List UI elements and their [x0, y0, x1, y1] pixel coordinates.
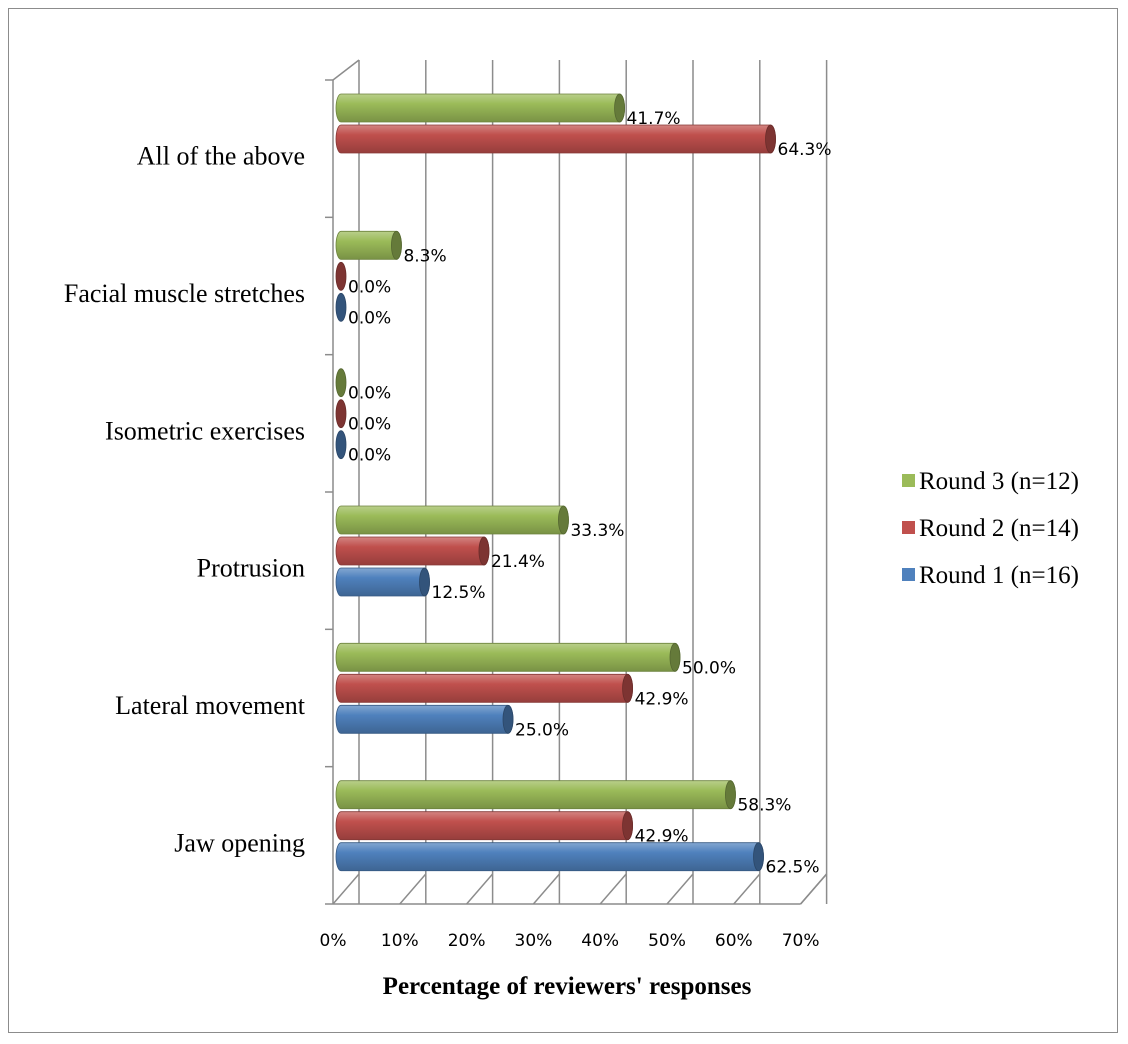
bar-cap — [622, 811, 633, 841]
data-label: 58.3% — [737, 796, 791, 816]
bar-cap — [335, 368, 347, 398]
legend-item: Round 3 (n=12) — [902, 468, 1079, 495]
data-label: 0.0% — [348, 384, 391, 404]
floor-gridline — [399, 873, 427, 905]
floor-gridline — [599, 873, 627, 905]
bar-cap — [335, 399, 347, 429]
bar: 33.3% — [335, 505, 624, 541]
data-label: 0.0% — [348, 277, 391, 297]
legend-label: Round 1 (n=16) — [919, 562, 1079, 589]
bar-cap — [558, 505, 569, 535]
bar: 0.0% — [335, 261, 391, 297]
x-tick-label: 0% — [320, 931, 347, 951]
x-tick-label: 10% — [381, 931, 419, 951]
bar: 25.0% — [335, 704, 569, 740]
data-label: 0.0% — [348, 308, 391, 328]
legend-swatch — [902, 568, 915, 581]
bar: 64.3% — [335, 124, 832, 160]
bar-cap — [725, 780, 736, 810]
bar-cap — [765, 124, 776, 154]
bar-body — [335, 93, 625, 123]
x-tick-label: 40% — [581, 931, 619, 951]
category-label: Lateral movement — [115, 691, 306, 720]
bar-body — [335, 642, 681, 672]
bar: 50.0% — [335, 642, 736, 678]
category-label: Protrusion — [197, 554, 305, 583]
bar-body — [335, 842, 764, 872]
floor-gridline — [666, 873, 694, 905]
bar-body — [335, 567, 430, 597]
bar-cap — [753, 842, 764, 872]
bar: 0.0% — [335, 399, 391, 435]
category-label: All of the above — [137, 142, 305, 171]
data-label: 41.7% — [627, 109, 681, 129]
bar-cap — [335, 430, 347, 460]
legend-item: Round 1 (n=16) — [902, 562, 1079, 589]
legend-swatch — [902, 521, 915, 534]
bar: 8.3% — [335, 230, 447, 266]
bar-cap — [622, 673, 633, 703]
bar-cap — [614, 93, 625, 123]
data-label: 33.3% — [570, 521, 624, 541]
bar-cap — [335, 261, 347, 291]
legend-label: Round 3 (n=12) — [919, 468, 1079, 495]
gridlines — [325, 59, 828, 905]
x-tick-label: 20% — [448, 931, 486, 951]
x-tick-label: 50% — [648, 931, 686, 951]
x-tick-label: 70% — [782, 931, 820, 951]
bar-cap — [478, 536, 490, 566]
bar: 0.0% — [335, 430, 391, 466]
bar: 21.4% — [335, 536, 545, 572]
bar: 42.9% — [335, 673, 689, 709]
x-axis-title: Percentage of reviewers' responses — [383, 973, 752, 1000]
bar: 58.3% — [335, 780, 791, 816]
bar-body — [335, 811, 633, 841]
x-tick-label: 30% — [515, 931, 553, 951]
legend: Round 3 (n=12) Round 2 (n=14) Round 1 (n=1… — [902, 468, 1079, 589]
x-axis-depth-line — [800, 873, 828, 905]
bar-cap — [419, 567, 430, 597]
data-label: 25.0% — [515, 720, 569, 740]
bar-body — [335, 124, 776, 154]
x-tick-label: 60% — [715, 931, 753, 951]
bar-body — [335, 673, 633, 703]
data-label: 8.3% — [403, 246, 446, 266]
bar: 41.7% — [335, 93, 681, 129]
data-label: 12.5% — [432, 583, 486, 603]
bars: 41.7% 64.3% 8.3% 0.0% 0.0% 0.0% 0.0% 0.0% 33.3% 2… — [335, 93, 832, 878]
y-axis-depth-line — [332, 59, 360, 81]
bar-cap — [669, 642, 681, 672]
bar-body — [335, 704, 514, 734]
floor-gridline — [332, 873, 360, 905]
category-label: Facial muscle stretches — [64, 279, 305, 308]
data-label: 64.3% — [778, 140, 832, 160]
bar-cap — [391, 230, 402, 260]
category-label: Isometric exercises — [105, 416, 305, 445]
data-label: 42.9% — [635, 827, 689, 847]
legend-swatch — [902, 474, 915, 487]
category-label: Jaw opening — [174, 828, 305, 857]
bar-cap — [335, 292, 347, 322]
floor-gridline — [466, 873, 494, 905]
bar-body — [335, 780, 736, 810]
bar-body — [335, 505, 569, 535]
data-label: 42.9% — [635, 689, 689, 709]
bar: 0.0% — [335, 368, 391, 404]
floor-gridline — [532, 873, 560, 905]
data-label: 0.0% — [348, 446, 391, 466]
data-label: 50.0% — [682, 658, 736, 678]
legend-label: Round 2 (n=14) — [919, 515, 1079, 542]
bar: 12.5% — [335, 567, 486, 603]
data-label: 0.0% — [348, 415, 391, 435]
bar: 42.9% — [335, 811, 689, 847]
data-label: 62.5% — [766, 858, 820, 878]
floor-gridline — [733, 873, 761, 905]
bar-body — [335, 536, 490, 566]
data-label: 21.4% — [491, 552, 545, 572]
bar: 0.0% — [335, 292, 391, 328]
bar-cap — [502, 704, 514, 734]
legend-item: Round 2 (n=14) — [902, 515, 1079, 542]
bar: 62.5% — [335, 842, 820, 878]
